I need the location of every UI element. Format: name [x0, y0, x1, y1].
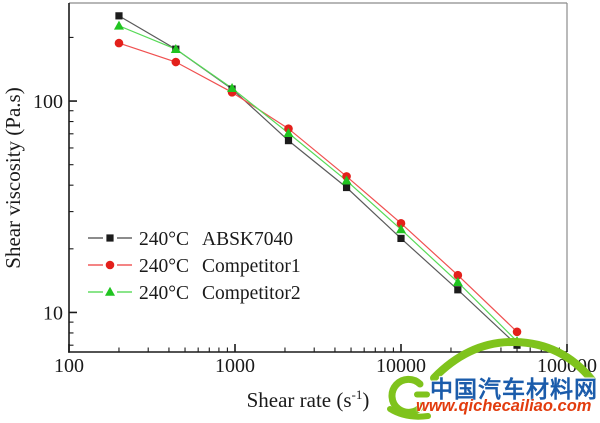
y-axis-ticks [69, 36, 77, 346]
y-axis-title: Shear viscosity (Pa.s) [1, 87, 25, 268]
legend-series-name: Competitor1 [202, 256, 301, 277]
legend-entry-Competitor1: 240°C Competitor1 [88, 256, 301, 277]
x-axis-title: Shear rate (s-1) [247, 387, 370, 412]
x-tick-label: 10000 [376, 355, 426, 377]
legend-temp-label: 240°C [139, 283, 189, 304]
legend-temp-label: 240°C [139, 256, 189, 277]
x-axis-ticks [68, 344, 568, 352]
legend-entry-ABSK7040: 240°C ABSK7040 [88, 229, 293, 250]
legend-entry-Competitor2: 240°C Competitor2 [88, 283, 301, 304]
legend-temp-label: 240°C [139, 229, 189, 250]
legend-series-name: Competitor2 [202, 283, 301, 304]
y-tick-label: 100 [33, 91, 63, 113]
series-markers-Competitor1 [114, 38, 522, 337]
series-line-Competitor2 [118, 25, 518, 342]
x-tick-label: 1000 [215, 355, 255, 377]
x-tick-label: 100000 [537, 355, 597, 377]
y-tick-label: 10 [43, 302, 63, 324]
series-line-Competitor1 [118, 42, 518, 333]
legend-series-name: ABSK7040 [202, 229, 293, 250]
x-tick-label: 100 [54, 355, 84, 377]
legend: 240°C ABSK7040 240°C Competitor1 240°C Compet… [88, 229, 301, 304]
